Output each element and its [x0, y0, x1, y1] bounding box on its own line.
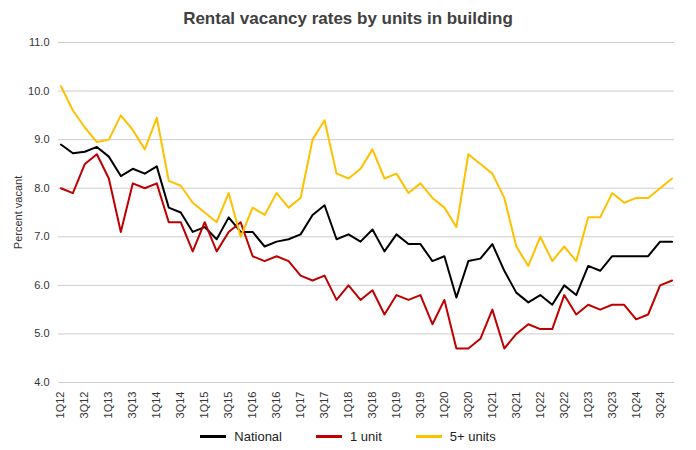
html-text:5+ units: 5+ units [449, 428, 496, 444]
html-text:1 unit: 1 unit [350, 428, 382, 444]
svg-text:3Q22: 3Q22 [558, 392, 570, 419]
svg-text:5.0: 5.0 [34, 327, 49, 339]
svg-text:1Q16: 1Q16 [246, 392, 258, 419]
svg-text:1Q18: 1Q18 [342, 392, 354, 419]
svg-text:9.0: 9.0 [34, 133, 49, 145]
svg-text:11.0: 11.0 [29, 36, 50, 48]
svg-text:6.0: 6.0 [34, 279, 49, 291]
svg-text:3Q24: 3Q24 [654, 392, 666, 419]
svg-text:1Q23: 1Q23 [582, 392, 594, 419]
svg-text:1Q15: 1Q15 [198, 392, 210, 419]
html-text:Rental vacancy rates by units: Rental vacancy rates by units in buildin… [183, 9, 513, 28]
svg-text:3Q15: 3Q15 [222, 392, 234, 419]
svg-text:8.0: 8.0 [34, 182, 49, 194]
svg-text:3Q12: 3Q12 [78, 392, 90, 419]
svg-text:1Q22: 1Q22 [534, 392, 546, 419]
svg-text:3Q21: 3Q21 [510, 392, 522, 419]
svg-text:3Q19: 3Q19 [414, 392, 426, 419]
svg-text:1Q17: 1Q17 [294, 392, 306, 419]
svg-text:3Q14: 3Q14 [174, 392, 186, 419]
svg-text:1Q24: 1Q24 [630, 392, 642, 419]
svg-text:1Q20: 1Q20 [438, 392, 450, 419]
svg-text:Percent vacant: Percent vacant [12, 176, 24, 249]
html-text:National: National [234, 428, 282, 444]
svg-text:4.0: 4.0 [34, 376, 49, 388]
svg-text:1Q13: 1Q13 [102, 392, 114, 419]
svg-text:10.0: 10.0 [28, 85, 49, 97]
svg-text:3Q18: 3Q18 [366, 392, 378, 419]
svg-text:3Q20: 3Q20 [462, 392, 474, 419]
svg-text:3Q17: 3Q17 [318, 392, 330, 419]
svg-text:1Q21: 1Q21 [486, 392, 498, 419]
svg-text:1Q14: 1Q14 [150, 392, 162, 419]
svg-text:1Q12: 1Q12 [54, 392, 66, 419]
svg-text:3Q16: 3Q16 [270, 392, 282, 419]
svg-text:3Q23: 3Q23 [606, 392, 618, 419]
svg-text:7.0: 7.0 [34, 230, 49, 242]
svg-text:1Q19: 1Q19 [390, 392, 402, 419]
svg-text:3Q13: 3Q13 [126, 392, 138, 419]
